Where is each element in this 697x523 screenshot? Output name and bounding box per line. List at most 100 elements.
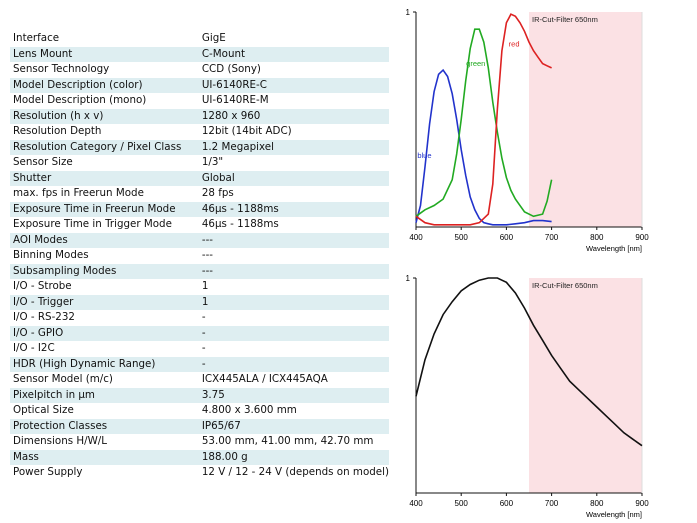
spec-row: Resolution Depth 12bit (14bit ADC) bbox=[10, 124, 389, 140]
spec-value: 3.75 bbox=[198, 387, 389, 403]
spec-label: Protection Classes bbox=[10, 418, 199, 434]
spec-row: Mass 188.00 g bbox=[10, 449, 389, 465]
spec-label: AOI Modes bbox=[10, 232, 199, 248]
spec-label: Binning Modes bbox=[13, 249, 89, 261]
x-tick-label: 900 bbox=[635, 233, 649, 242]
x-axis-label: Wavelength [nm] bbox=[586, 244, 642, 253]
spec-label: Dimensions H/W/L bbox=[13, 435, 107, 447]
mono-sensitivity-chart: IR-Cut-Filter 650nm 1 400 500 600 700 800 900 Wa… bbox=[406, 274, 650, 519]
spec-label: Interface bbox=[13, 32, 60, 44]
spec-row: Lens Mount C-Mount bbox=[10, 46, 389, 62]
spec-label: Power Supply bbox=[13, 466, 83, 478]
x-tick-label: 500 bbox=[455, 499, 469, 508]
ir-cut-filter-label: IR-Cut-Filter 650nm bbox=[532, 15, 598, 24]
x-tick-label: 600 bbox=[500, 233, 514, 242]
spec-row: Shutter Global bbox=[10, 170, 389, 186]
spec-label: HDR (High Dynamic Range) bbox=[10, 356, 199, 372]
spec-value: 1280 x 960 bbox=[198, 108, 389, 124]
spec-row: Pixelpitch in µm 3.75 bbox=[10, 387, 389, 403]
spec-row: Protection Classes IP65/67 bbox=[10, 418, 389, 434]
spec-row: Model Description (color) UI-6140RE-C bbox=[10, 77, 389, 93]
spec-label: Resolution Depth bbox=[13, 125, 102, 137]
ir-cut-filter-region bbox=[529, 12, 642, 227]
spec-row: I/O - I2C - bbox=[10, 341, 389, 357]
spec-value: - bbox=[198, 325, 389, 341]
spec-value: 53.00 mm, 41.00 mm, 42.70 mm bbox=[201, 435, 374, 447]
spec-label: Sensor Model (m/c) bbox=[13, 373, 113, 385]
spec-label: Sensor Size bbox=[13, 156, 73, 168]
spec-label: Shutter bbox=[10, 170, 199, 186]
series-line-mono bbox=[415, 277, 643, 447]
spec-value: 12 V / 12 - 24 V (depends on model) bbox=[201, 466, 389, 478]
spec-row: Sensor Technology CCD (Sony) bbox=[10, 62, 389, 78]
x-axis-label: Wavelength [nm] bbox=[586, 510, 642, 519]
spec-value: --- bbox=[198, 263, 389, 279]
spec-label: Resolution (h x v) bbox=[10, 108, 199, 124]
spec-row: max. fps in Freerun Mode 28 fps bbox=[10, 186, 389, 202]
spec-value: C-Mount bbox=[198, 46, 389, 62]
spec-value: - bbox=[201, 311, 206, 323]
spec-row: AOI Modes --- bbox=[10, 232, 389, 248]
spec-label: I/O - GPIO bbox=[10, 325, 199, 341]
spec-value: 1/3" bbox=[201, 156, 224, 168]
y-tick-label: 1 bbox=[406, 8, 411, 17]
spec-row: Subsampling Modes --- bbox=[10, 263, 389, 279]
spec-value: 1.2 Megapixel bbox=[198, 139, 389, 155]
spec-label: Exposure Time in Trigger Mode bbox=[13, 218, 172, 230]
spec-value: 4.800 x 3.600 mm bbox=[201, 404, 297, 416]
spec-value: - bbox=[201, 342, 206, 354]
spec-label: I/O - Trigger bbox=[10, 294, 199, 310]
spec-value: 12bit (14bit ADC) bbox=[201, 125, 292, 137]
spec-label: I/O - I2C bbox=[13, 342, 55, 354]
spec-value: ICX445ALA / ICX445AQA bbox=[201, 373, 328, 385]
spec-row: I/O - Trigger 1 bbox=[10, 294, 389, 310]
spec-row: Binning Modes --- bbox=[10, 248, 389, 264]
spec-value: 28 fps bbox=[201, 187, 234, 199]
spec-label: Mass bbox=[10, 449, 199, 465]
spec-value: UI-6140RE-C bbox=[198, 77, 389, 93]
spec-value: - bbox=[198, 356, 389, 372]
ir-cut-filter-region bbox=[529, 278, 642, 493]
spec-row: Power Supply 12 V / 12 - 24 V (depends on… bbox=[10, 465, 389, 481]
series-line-green bbox=[415, 28, 553, 218]
spec-table: Interface GigE Lens Mount C-Mount Sensor Tec… bbox=[10, 31, 389, 481]
spec-value: 46µs - 1188ms bbox=[198, 201, 389, 217]
spec-value: 46µs - 1188ms bbox=[201, 218, 279, 230]
spec-value: CCD (Sony) bbox=[201, 63, 261, 75]
ir-cut-filter-label: IR-Cut-Filter 650nm bbox=[532, 281, 598, 290]
spec-row: Resolution (h x v) 1280 x 960 bbox=[10, 108, 389, 124]
spec-label: Optical Size bbox=[13, 404, 74, 416]
spec-row: Optical Size 4.800 x 3.600 mm bbox=[10, 403, 389, 419]
spec-row: Interface GigE bbox=[10, 31, 389, 47]
spec-row: Sensor Size 1/3" bbox=[10, 155, 389, 171]
spec-value: 1 bbox=[198, 294, 389, 310]
spec-label: Sensor Technology bbox=[13, 63, 110, 75]
series-label-green: green bbox=[466, 59, 485, 68]
spec-label: I/O - RS-232 bbox=[13, 311, 75, 323]
spec-label: I/O - Strobe bbox=[13, 280, 72, 292]
color-sensitivity-chart: IR-Cut-Filter 650nm 1 400 500 600 700 800 900 Wa… bbox=[406, 8, 650, 253]
spec-row: Exposure Time in Freerun Mode 46µs - 1188… bbox=[10, 201, 389, 217]
spec-row: I/O - GPIO - bbox=[10, 325, 389, 341]
spec-label: Lens Mount bbox=[10, 46, 199, 62]
x-tick-label: 800 bbox=[590, 499, 604, 508]
spec-label: max. fps in Freerun Mode bbox=[13, 187, 144, 199]
x-tick-label: 700 bbox=[545, 499, 559, 508]
series-label-red: red bbox=[509, 39, 520, 48]
x-tick-label: 700 bbox=[545, 233, 559, 242]
spec-label: Model Description (mono) bbox=[13, 94, 147, 106]
spec-row: Model Description (mono) UI-6140RE-M bbox=[10, 93, 389, 109]
spec-row: Resolution Category / Pixel Class 1.2 Meg… bbox=[10, 139, 389, 155]
x-tick-label: 400 bbox=[409, 233, 423, 242]
spec-label: Pixelpitch in µm bbox=[10, 387, 199, 403]
spec-row: I/O - Strobe 1 bbox=[10, 279, 389, 295]
spec-value: UI-6140RE-M bbox=[201, 94, 269, 106]
spec-row: Exposure Time in Trigger Mode 46µs - 1188… bbox=[10, 217, 389, 233]
x-tick-label: 800 bbox=[590, 233, 604, 242]
spec-value: --- bbox=[198, 232, 389, 248]
series-line-blue bbox=[415, 68, 552, 226]
y-tick-label: 1 bbox=[406, 274, 411, 283]
spec-label: Model Description (color) bbox=[10, 77, 199, 93]
series-line-red bbox=[415, 13, 552, 226]
x-tick-label: 400 bbox=[409, 499, 423, 508]
